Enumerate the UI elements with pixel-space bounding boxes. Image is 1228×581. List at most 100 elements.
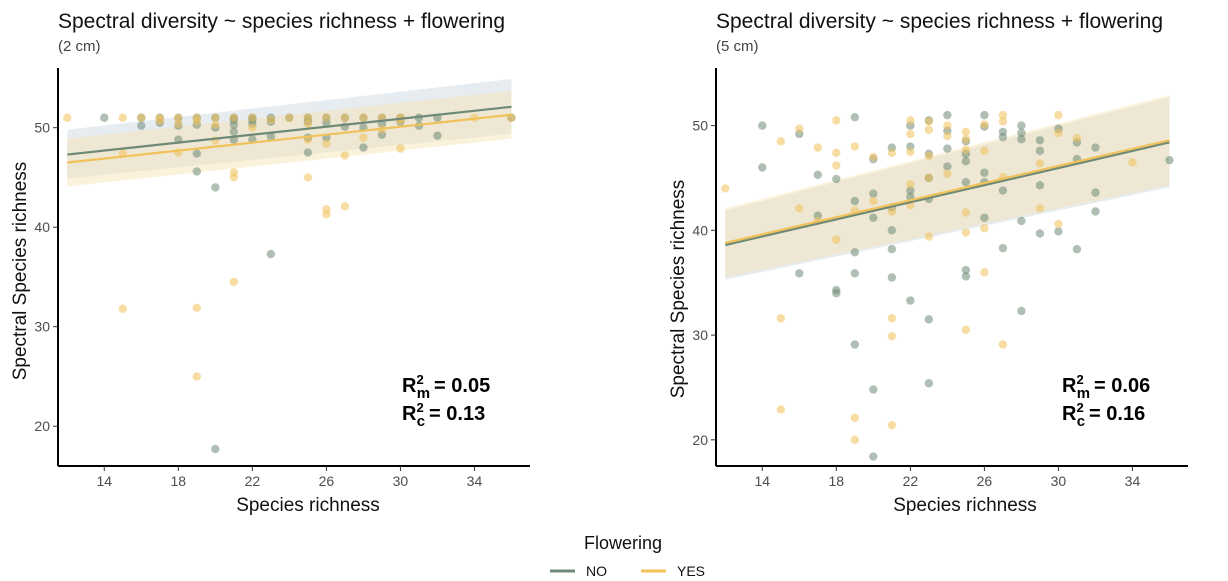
panel-2cm: Spectral diversity ~ species richness + … bbox=[10, 10, 530, 516]
data-point-no bbox=[961, 265, 971, 275]
data-point-yes bbox=[980, 268, 989, 277]
ci-band-yes bbox=[725, 95, 1170, 278]
data-point-yes bbox=[924, 151, 934, 161]
data-point-no bbox=[998, 243, 1008, 253]
data-point-no bbox=[758, 121, 767, 130]
data-point-no bbox=[1091, 143, 1100, 152]
data-point-yes bbox=[118, 113, 127, 122]
panel-subtitle: (5 cm) bbox=[716, 38, 759, 55]
data-point-yes bbox=[721, 184, 730, 193]
data-point-yes bbox=[832, 235, 841, 244]
data-point-yes bbox=[174, 119, 183, 128]
data-point-no bbox=[1091, 188, 1100, 197]
r2-conditional: R2 c = 0.16 bbox=[1062, 400, 1145, 430]
data-point-yes bbox=[303, 173, 313, 182]
data-point-no bbox=[433, 131, 442, 140]
data-point-yes bbox=[776, 314, 785, 323]
data-point-yes bbox=[229, 173, 239, 182]
data-point-yes bbox=[869, 196, 878, 206]
x-tick-label: 34 bbox=[1125, 473, 1141, 489]
data-point-no bbox=[211, 183, 220, 192]
data-point-yes bbox=[961, 145, 971, 154]
data-point-no bbox=[906, 186, 915, 195]
data-point-no bbox=[924, 379, 934, 388]
data-point-yes bbox=[396, 144, 405, 153]
data-point-yes bbox=[850, 142, 860, 151]
data-point-no bbox=[1165, 155, 1174, 165]
data-point-yes bbox=[906, 129, 915, 139]
data-point-yes bbox=[1128, 158, 1137, 167]
x-axis-title: Species richness bbox=[893, 495, 1037, 516]
data-point-yes bbox=[980, 146, 989, 155]
data-point-no bbox=[192, 149, 202, 158]
data-point-yes bbox=[322, 139, 331, 148]
data-point-no bbox=[998, 186, 1008, 195]
data-point-yes bbox=[906, 116, 915, 125]
data-point-no bbox=[1017, 216, 1026, 226]
data-point-yes bbox=[211, 113, 220, 122]
data-point-yes bbox=[961, 208, 971, 217]
data-point-no bbox=[211, 444, 220, 454]
data-point-no bbox=[303, 148, 313, 157]
data-point-no bbox=[1054, 227, 1063, 236]
data-point-no bbox=[887, 273, 897, 282]
data-point-no bbox=[850, 248, 860, 257]
data-point-yes bbox=[924, 117, 934, 126]
data-point-yes bbox=[1072, 133, 1082, 143]
x-tick-label: 22 bbox=[903, 473, 919, 489]
data-point-no bbox=[980, 110, 989, 120]
data-point-yes bbox=[832, 161, 841, 170]
x-tick-label: 14 bbox=[754, 473, 770, 489]
data-point-yes bbox=[340, 202, 350, 211]
data-point-no bbox=[887, 244, 897, 254]
legend: Flowering NO YES bbox=[550, 533, 705, 579]
x-tick-label: 26 bbox=[319, 473, 335, 489]
legend-label-no: NO bbox=[586, 563, 607, 579]
data-point-yes bbox=[359, 113, 368, 122]
y-tick-label: 30 bbox=[34, 319, 50, 335]
data-point-yes bbox=[1035, 159, 1045, 168]
data-point-no bbox=[980, 168, 989, 177]
data-point-no bbox=[1035, 136, 1045, 145]
data-point-no bbox=[1072, 244, 1082, 254]
data-point-no bbox=[1035, 181, 1045, 190]
data-point-yes bbox=[980, 120, 989, 129]
panel-title: Spectral diversity ~ species richness + … bbox=[58, 10, 505, 33]
data-point-yes bbox=[303, 119, 313, 128]
data-point-no bbox=[887, 226, 897, 235]
data-point-no bbox=[1017, 128, 1026, 138]
data-point-yes bbox=[887, 148, 897, 158]
data-point-no bbox=[850, 269, 860, 278]
data-point-yes bbox=[813, 143, 823, 152]
ci-band-no bbox=[725, 97, 1170, 280]
x-tick-label: 30 bbox=[1051, 473, 1067, 489]
data-point-yes bbox=[1054, 128, 1063, 138]
data-point-yes bbox=[322, 210, 331, 219]
y-tick-label: 20 bbox=[34, 418, 50, 434]
data-point-yes bbox=[1054, 110, 1063, 120]
data-point-yes bbox=[322, 113, 331, 122]
data-point-yes bbox=[285, 113, 294, 122]
trend-line-yes bbox=[67, 113, 512, 164]
data-point-yes bbox=[340, 151, 350, 160]
data-point-yes bbox=[961, 228, 971, 237]
data-point-yes bbox=[832, 116, 841, 125]
data-point-yes bbox=[887, 314, 897, 323]
x-tick-label: 18 bbox=[171, 473, 187, 489]
data-point-no bbox=[869, 385, 878, 394]
data-point-yes bbox=[832, 148, 841, 158]
x-tick-label: 26 bbox=[977, 473, 993, 489]
data-point-no bbox=[832, 288, 841, 298]
data-point-yes bbox=[266, 115, 276, 124]
plot-area: 14 18 22 26 30 34 20 30 40 50 bbox=[34, 68, 530, 489]
data-point-yes bbox=[998, 110, 1008, 120]
data-point-no bbox=[869, 213, 878, 222]
data-point-yes bbox=[211, 120, 220, 129]
y-tick-label: 40 bbox=[692, 222, 708, 238]
legend-label-yes: YES bbox=[677, 563, 705, 579]
r2-marginal: R2 m = 0.06 bbox=[1062, 372, 1150, 402]
data-point-no bbox=[1035, 146, 1045, 155]
y-axis-title: Spectral Species richness bbox=[668, 180, 689, 399]
data-point-no bbox=[1091, 207, 1100, 216]
